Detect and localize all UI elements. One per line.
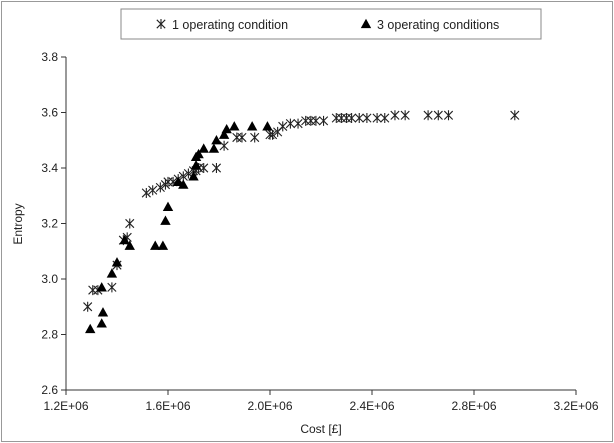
y-tick-label: 3.0 <box>41 272 58 286</box>
data-point-asterisk <box>267 129 278 140</box>
data-point-triangle <box>124 240 135 250</box>
data-point-triangle <box>119 234 130 245</box>
y-tick-label: 3.4 <box>41 161 58 175</box>
data-point-asterisk <box>199 163 209 173</box>
data-point-triangle <box>97 307 109 317</box>
data-point-triangle <box>190 160 202 170</box>
data-point-triangle <box>221 123 232 134</box>
legend: 1 operating condition 3 operating condit… <box>120 8 542 40</box>
data-point-asterisk <box>237 132 247 143</box>
data-point-triangle <box>218 129 230 139</box>
data-point-asterisk <box>318 115 329 126</box>
data-point-asterisk <box>433 110 443 121</box>
data-point-triangle <box>162 201 174 212</box>
data-point-triangle <box>178 179 189 189</box>
data-point-triangle <box>173 176 184 187</box>
y-tick-label: 2.6 <box>41 383 58 397</box>
data-point-asterisk <box>155 182 165 193</box>
y-tick-label: 3.2 <box>41 217 58 231</box>
x-tick-label: 2.4E+06 <box>349 399 394 413</box>
data-point-asterisk <box>285 118 295 129</box>
data-point-asterisk <box>219 140 229 151</box>
data-point-triangle <box>246 121 258 131</box>
legend-marker-triangle <box>360 18 372 29</box>
data-point-asterisk <box>347 113 357 124</box>
data-point-triangle <box>96 282 107 292</box>
legend-label-series-1: 1 operating condition <box>172 18 288 32</box>
data-point-triangle <box>229 121 240 131</box>
data-point-asterisk <box>211 163 222 173</box>
legend-box <box>120 8 542 40</box>
data-point-triangle <box>157 240 169 250</box>
x-tick-label: 2.0E+06 <box>247 399 292 413</box>
y-tick-label: 3.6 <box>41 106 58 120</box>
data-point-triangle <box>198 143 209 153</box>
data-point-asterisk <box>380 113 390 124</box>
data-point-asterisk <box>372 113 382 124</box>
legend-marker-asterisk <box>156 19 166 29</box>
data-point-asterisk <box>510 110 520 121</box>
data-point-asterisk <box>443 110 454 121</box>
data-point-triangle <box>85 323 96 334</box>
data-point-triangle <box>188 171 199 181</box>
data-point-asterisk <box>423 110 433 121</box>
data-point-triangle <box>111 257 123 267</box>
data-point-asterisk <box>148 185 158 196</box>
legend-asterisk-glyph <box>156 19 166 29</box>
data-point-asterisk <box>141 187 151 198</box>
data-point-triangle <box>208 143 220 153</box>
x-tick-label: 1.6E+06 <box>145 399 190 413</box>
x-tick-label: 2.8E+06 <box>451 399 496 413</box>
data-point-triangle <box>106 268 118 278</box>
data-point-triangle <box>193 148 204 159</box>
data-point-triangle <box>262 121 273 131</box>
data-point-asterisk <box>362 113 372 124</box>
data-point-asterisk <box>107 282 117 293</box>
data-point-asterisk <box>278 121 288 132</box>
data-point-asterisk <box>125 218 135 229</box>
data-point-asterisk <box>311 115 321 126</box>
data-point-asterisk <box>390 110 400 121</box>
data-point-triangle <box>150 240 161 250</box>
legend-label-series-2: 3 operating conditions <box>377 18 499 32</box>
x-axis-title: Cost [£] <box>300 422 341 436</box>
y-axis-title: Entropy <box>11 203 25 244</box>
data-point-asterisk <box>83 301 93 312</box>
y-tick-label: 2.8 <box>41 328 58 342</box>
data-point-triangle <box>160 215 171 225</box>
axes: 2.6 2.8 3.0 3.2 3.4 3.6 3.8 1.2E+06 1.6E+06 2.0E+… <box>41 50 599 413</box>
x-tick-label: 1.2E+06 <box>43 399 88 413</box>
data-point-asterisk <box>354 113 364 124</box>
x-tick-label: 3.2E+06 <box>553 399 598 413</box>
y-tick-label: 3.8 <box>41 50 58 64</box>
data-point-triangle <box>96 318 107 328</box>
data-point-asterisk <box>400 110 410 121</box>
legend-triangle-glyph <box>360 18 372 29</box>
data-markers <box>83 110 520 334</box>
data-point-asterisk <box>293 118 303 129</box>
data-point-triangle <box>211 135 222 145</box>
data-point-asterisk <box>250 132 260 143</box>
